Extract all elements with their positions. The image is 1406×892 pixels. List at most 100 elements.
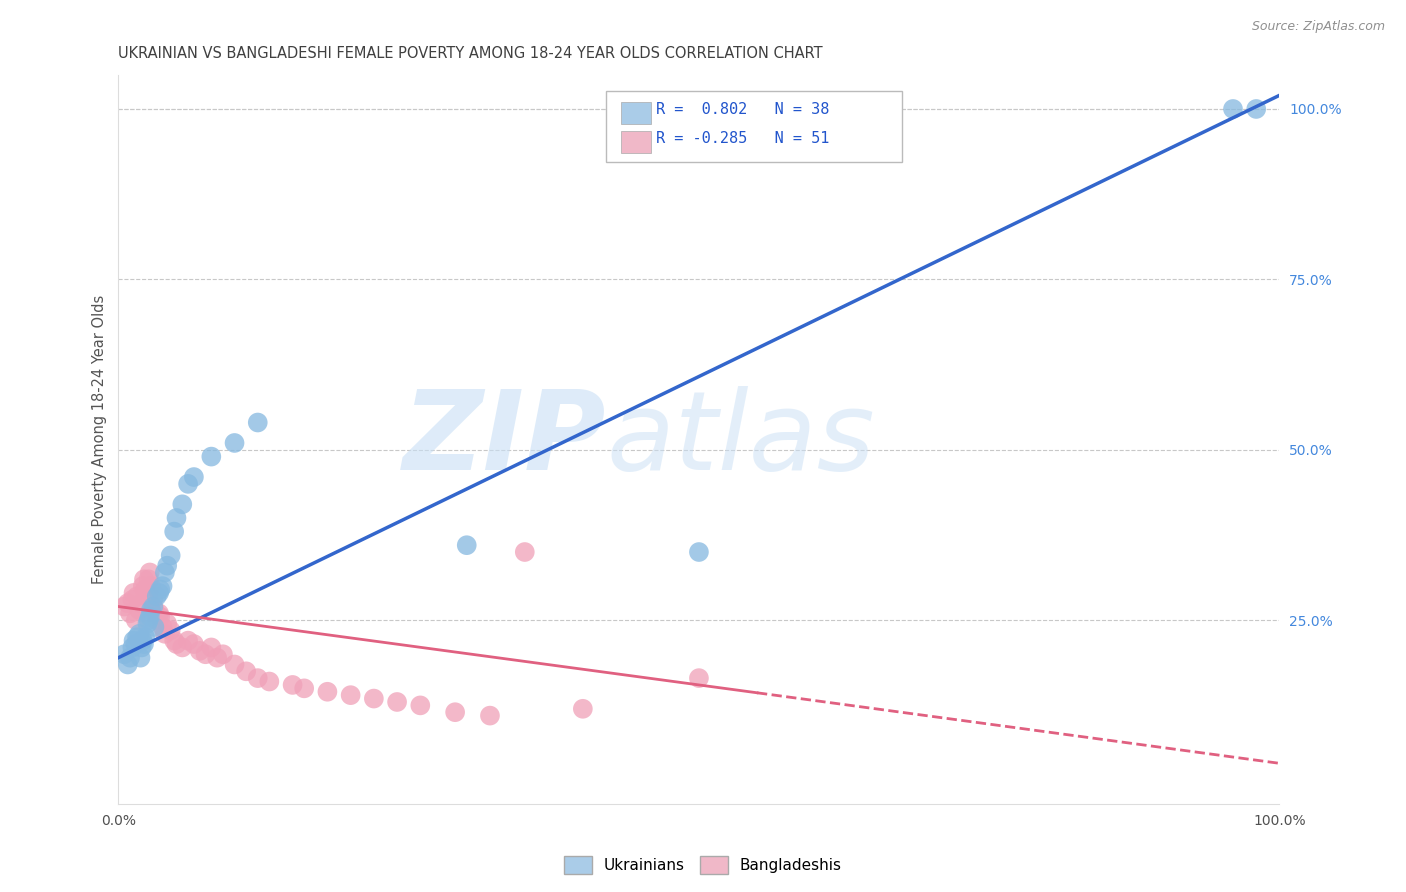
Point — [138, 613, 160, 627]
Point — [156, 616, 179, 631]
Point — [121, 640, 143, 655]
Point — [134, 582, 156, 597]
Point — [132, 637, 155, 651]
Point — [153, 566, 176, 580]
Point — [163, 633, 186, 648]
Point — [513, 545, 536, 559]
Point — [224, 657, 246, 672]
Point — [200, 640, 222, 655]
Point — [125, 637, 148, 651]
Point — [572, 702, 595, 716]
Point — [159, 549, 181, 563]
Point — [139, 579, 162, 593]
Point — [183, 637, 205, 651]
Point — [177, 476, 200, 491]
Point — [156, 558, 179, 573]
Point — [145, 590, 167, 604]
Point — [688, 671, 710, 685]
Point — [152, 579, 174, 593]
Point — [205, 650, 228, 665]
Point — [125, 590, 148, 604]
Point — [145, 613, 167, 627]
Point — [149, 582, 172, 597]
Point — [136, 590, 159, 604]
Point — [385, 695, 408, 709]
Point — [212, 647, 235, 661]
Point — [478, 708, 501, 723]
Point — [143, 620, 166, 634]
Point — [339, 688, 361, 702]
Point — [139, 609, 162, 624]
Point — [118, 650, 141, 665]
Point — [143, 603, 166, 617]
FancyBboxPatch shape — [621, 131, 651, 153]
Point — [444, 705, 467, 719]
Point — [688, 545, 710, 559]
Point — [132, 579, 155, 593]
Point — [139, 566, 162, 580]
Text: ZIP: ZIP — [402, 386, 606, 493]
Point — [183, 470, 205, 484]
Point — [138, 572, 160, 586]
Point — [121, 592, 143, 607]
Point — [142, 592, 165, 607]
Point — [128, 627, 150, 641]
Point — [1244, 102, 1267, 116]
Point — [153, 627, 176, 641]
Text: atlas: atlas — [606, 386, 875, 493]
Point — [125, 613, 148, 627]
Text: R = -0.285   N = 51: R = -0.285 N = 51 — [657, 131, 830, 145]
Point — [136, 616, 159, 631]
Point — [112, 647, 135, 661]
Point — [292, 681, 315, 696]
Point — [159, 624, 181, 638]
Legend: Ukrainians, Bangladeshis: Ukrainians, Bangladeshis — [558, 850, 848, 880]
Point — [131, 640, 153, 655]
Point — [259, 674, 281, 689]
Point — [246, 671, 269, 685]
Point — [132, 633, 155, 648]
Point — [1222, 102, 1244, 116]
FancyBboxPatch shape — [606, 91, 903, 162]
Text: UKRAINIAN VS BANGLADESHI FEMALE POVERTY AMONG 18-24 YEAR OLDS CORRELATION CHART: UKRAINIAN VS BANGLADESHI FEMALE POVERTY … — [118, 46, 823, 62]
Point — [148, 607, 170, 621]
Point — [132, 572, 155, 586]
Point — [172, 497, 194, 511]
Point — [149, 609, 172, 624]
Point — [122, 633, 145, 648]
Point — [224, 436, 246, 450]
Point — [246, 416, 269, 430]
Point — [134, 630, 156, 644]
Point — [117, 657, 139, 672]
Text: R =  0.802   N = 38: R = 0.802 N = 38 — [657, 102, 830, 117]
Point — [118, 607, 141, 621]
Point — [177, 633, 200, 648]
Y-axis label: Female Poverty Among 18-24 Year Olds: Female Poverty Among 18-24 Year Olds — [93, 295, 107, 584]
Point — [163, 524, 186, 539]
Point — [112, 599, 135, 614]
Point — [281, 678, 304, 692]
Point — [148, 586, 170, 600]
Point — [139, 603, 162, 617]
Point — [235, 665, 257, 679]
Point — [456, 538, 478, 552]
Point — [129, 650, 152, 665]
Point — [128, 603, 150, 617]
Point — [125, 630, 148, 644]
Point — [188, 644, 211, 658]
Point — [316, 685, 339, 699]
Point — [131, 596, 153, 610]
Point — [166, 637, 188, 651]
Point — [363, 691, 385, 706]
Point — [200, 450, 222, 464]
FancyBboxPatch shape — [621, 102, 651, 124]
Point — [152, 620, 174, 634]
Point — [122, 586, 145, 600]
Point — [142, 599, 165, 614]
Point — [194, 647, 217, 661]
Point — [172, 640, 194, 655]
Point — [409, 698, 432, 713]
Point — [117, 596, 139, 610]
Text: Source: ZipAtlas.com: Source: ZipAtlas.com — [1251, 20, 1385, 33]
Point — [166, 511, 188, 525]
